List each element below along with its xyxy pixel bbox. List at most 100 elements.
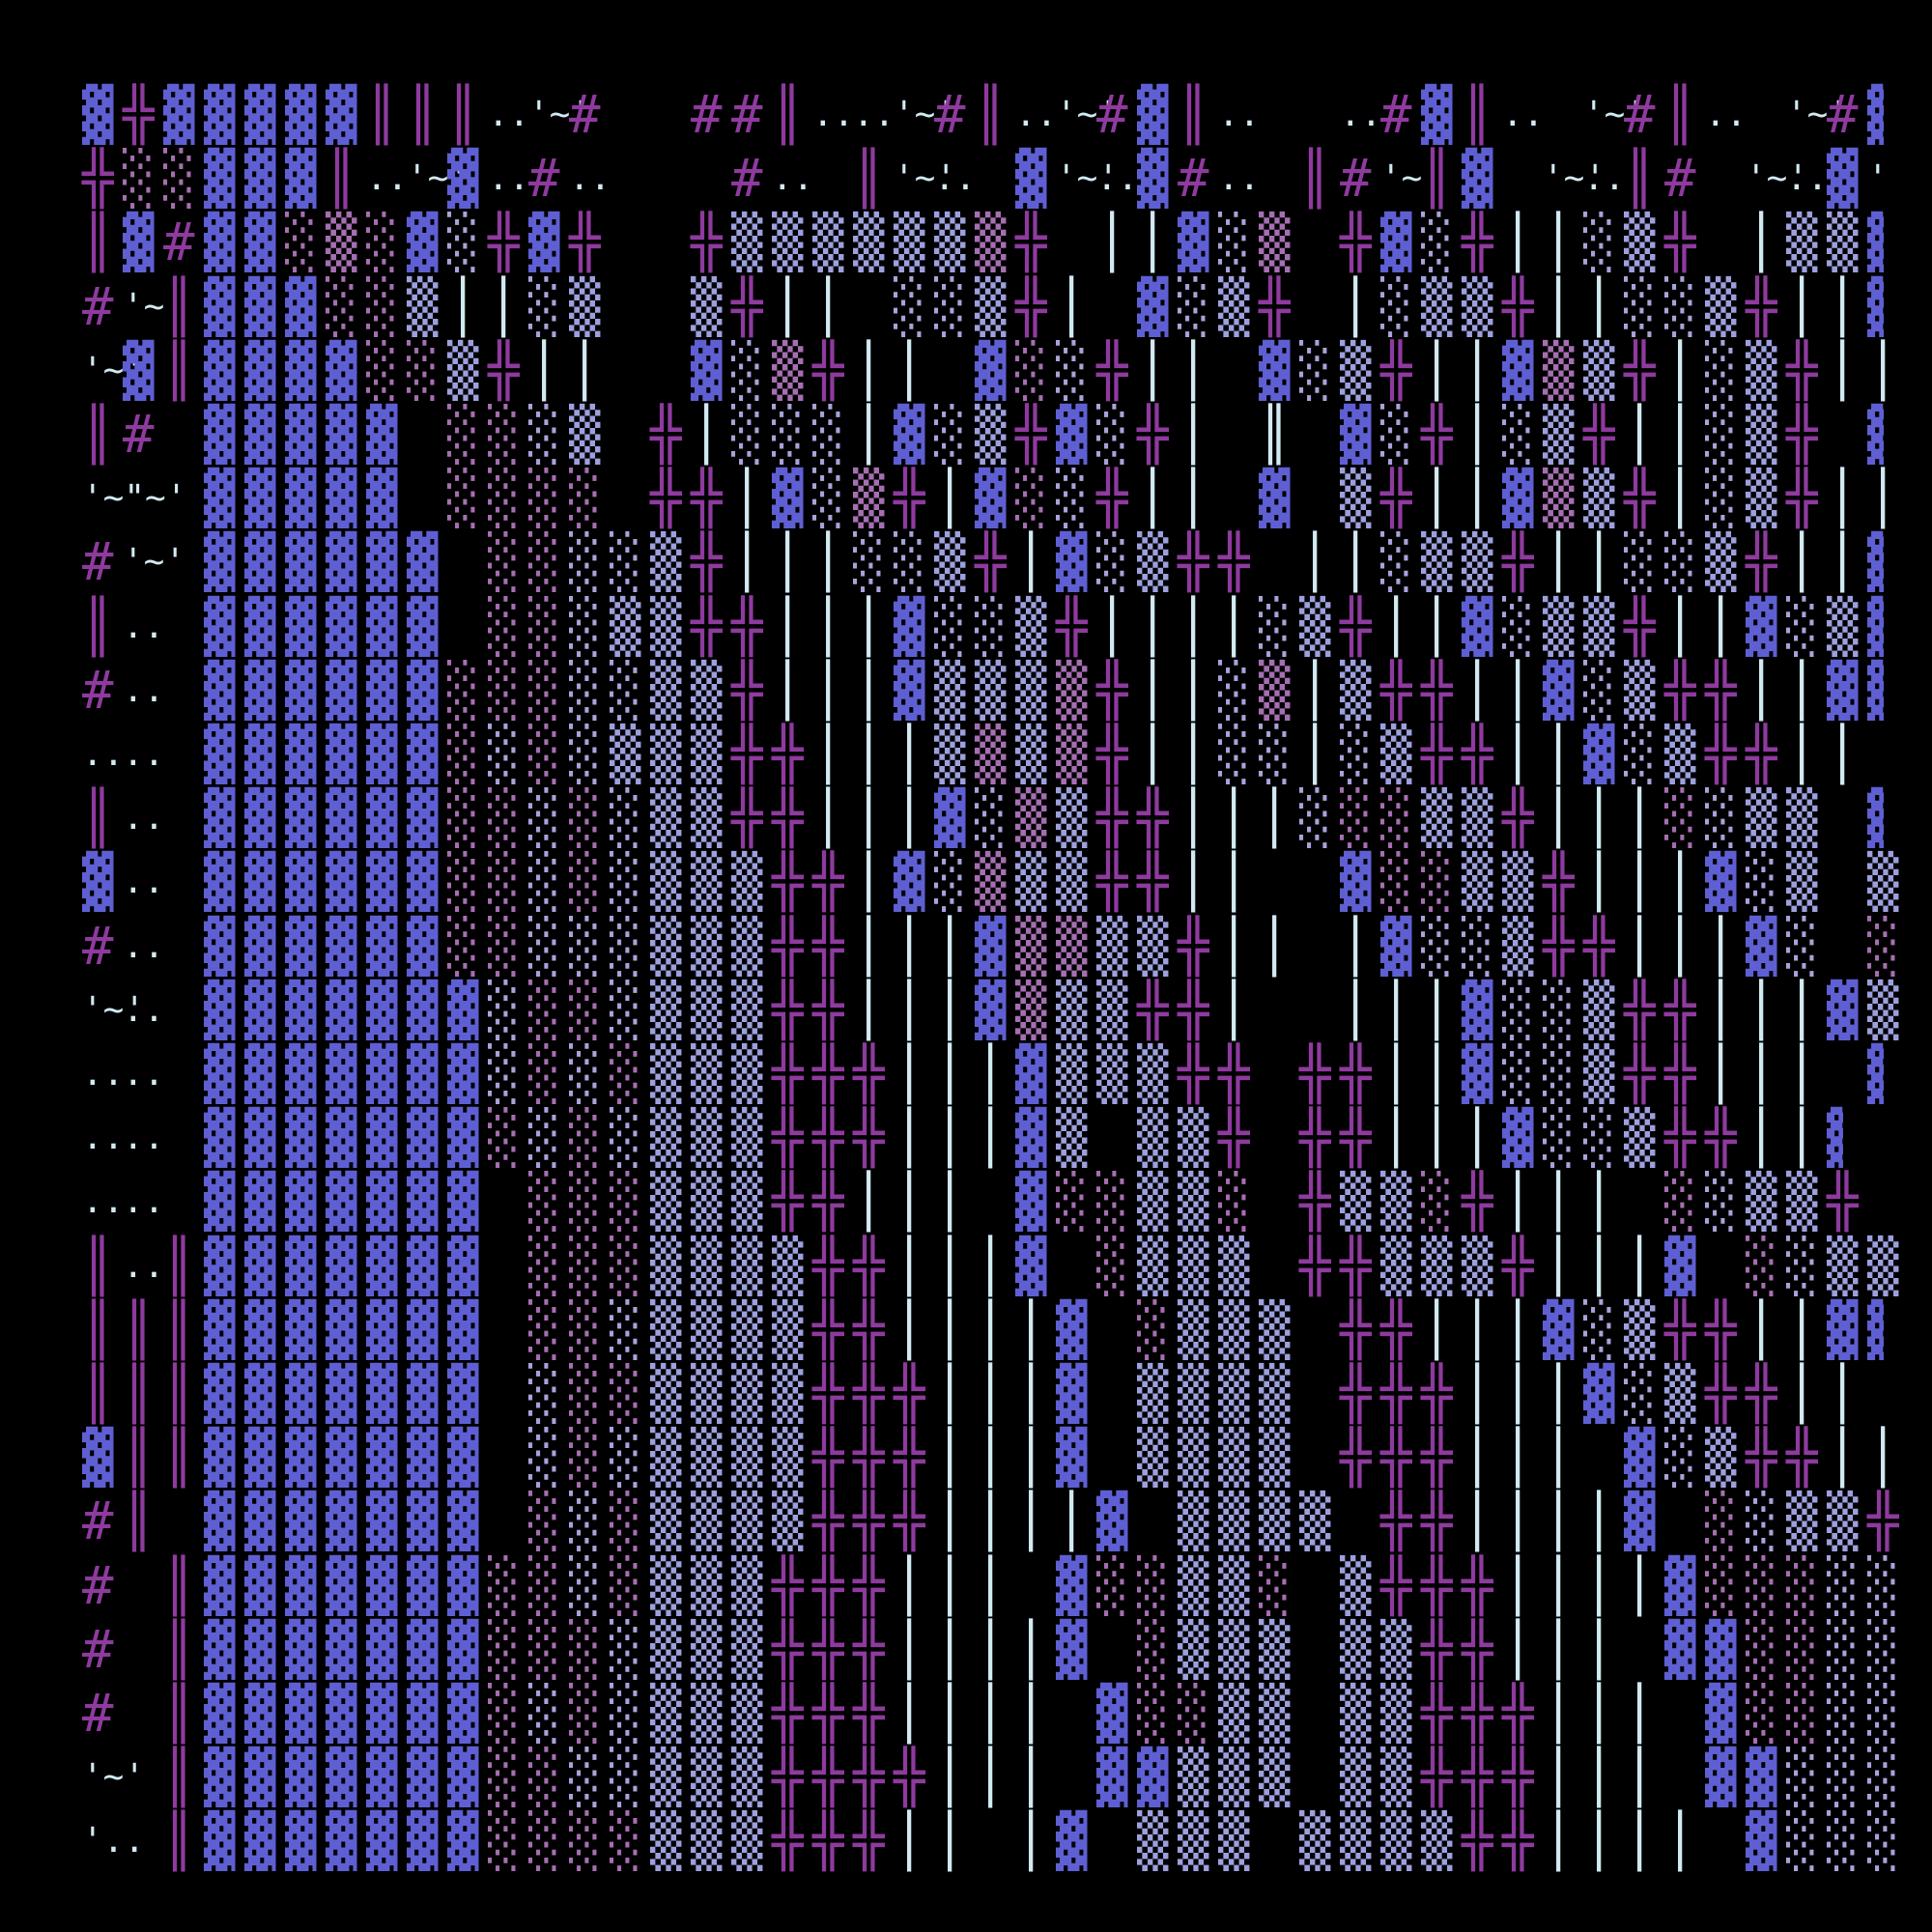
art-glyph-░: ░ (1543, 979, 1575, 1040)
art-glyph-│: │ (934, 1235, 966, 1296)
art-glyph-▒: ▒ (1137, 915, 1169, 977)
art-glyph-╬: ╬ (772, 1171, 804, 1233)
art-glyph-▓: ▓ (285, 1363, 317, 1424)
art-glyph-║: ║ (163, 1554, 195, 1616)
art-glyph-░: ░ (812, 404, 844, 465)
art-glyph-▒: ▒ (1259, 212, 1291, 273)
art-glyph-▒: ▒ (1218, 1683, 1250, 1744)
art-glyph-░: ░ (1664, 1427, 1696, 1489)
art-glyph-╬: ╬ (1340, 212, 1372, 273)
art-glyph-▓: ▓ (407, 1427, 439, 1489)
art-glyph-░: ░ (1096, 404, 1128, 465)
art-glyph-│: │ (1462, 1363, 1493, 1424)
art-glyph-▓: ▓ (326, 84, 357, 145)
art-glyph-░: ░ (1827, 1618, 1859, 1680)
art-glyph-▓: ▓ (1137, 1747, 1169, 1808)
art-glyph-▓: ▓ (407, 1171, 439, 1233)
art-glyph-▒: ▒ (650, 1298, 682, 1360)
art-glyph-╬: ╬ (1624, 1043, 1656, 1104)
art-glyph-╬: ╬ (1462, 1618, 1493, 1680)
art-glyph-░: ░ (610, 1107, 641, 1169)
art-glyph-▓: ▓ (447, 148, 479, 210)
art-glyph-▓: ▓ (204, 1427, 236, 1489)
art-glyph-▓: ▓ (1056, 531, 1088, 593)
art-glyph-▒: ▒ (731, 1363, 763, 1424)
art-glyph-░: ░ (1259, 1554, 1291, 1616)
art-glyph-╬: ╬ (731, 659, 763, 721)
art-glyph-▓: ▓ (326, 787, 357, 849)
art-glyph-▒: ▒ (731, 212, 763, 273)
art-glyph-▓: ▓ (1746, 595, 1777, 657)
art-glyph-╬: ╬ (1421, 1683, 1453, 1744)
art-glyph-▓: ▓ (447, 1618, 479, 1680)
art-glyph-░: ░ (1786, 1618, 1818, 1680)
art-glyph-╬: ╬ (853, 1427, 885, 1489)
art-glyph-▓: ▓ (1259, 339, 1291, 401)
art-glyph-▒: ▒ (1218, 1747, 1250, 1808)
art-glyph-▒: ▒ (569, 404, 601, 465)
art-glyph-..: .. (123, 1054, 165, 1094)
art-glyph-▒: ▒ (1178, 1747, 1209, 1808)
art-glyph-│: │ (1015, 1363, 1047, 1424)
art-glyph-▓: ▓ (244, 659, 276, 721)
art-glyph-║: ║ (163, 1235, 195, 1296)
art-glyph-hash: # (1664, 148, 1696, 210)
art-glyph-▓: ▓ (1867, 659, 1884, 721)
art-glyph-▓: ▓ (528, 212, 560, 273)
art-glyph-│: │ (1583, 1747, 1615, 1808)
art-glyph-..: .. (123, 669, 165, 710)
art-glyph-╬: ╬ (1502, 275, 1534, 337)
art-glyph-▓: ▓ (407, 595, 439, 657)
art-glyph-░: ░ (1096, 1235, 1128, 1296)
art-glyph-▒: ▒ (1178, 1810, 1209, 1872)
art-glyph-░: ░ (1786, 1683, 1818, 1744)
art-glyph-▒: ▒ (1543, 404, 1575, 465)
art-glyph-..: .. (1583, 158, 1626, 199)
art-glyph-╬: ╬ (1380, 468, 1412, 529)
art-glyph-╬: ╬ (772, 724, 804, 784)
art-glyph-░: ░ (1867, 1554, 1899, 1616)
art-glyph-░: ░ (1380, 275, 1412, 337)
art-glyph-░: ░ (528, 1747, 560, 1808)
art-glyph-▓: ▓ (1705, 1618, 1737, 1680)
art-glyph-▒: ▒ (1218, 275, 1250, 337)
art-glyph-║: ║ (1462, 84, 1493, 145)
art-glyph-▓: ▓ (204, 468, 236, 529)
art-glyph-..: .. (934, 158, 977, 199)
art-glyph-░: ░ (1827, 1810, 1859, 1872)
art-glyph-╬: ╬ (1015, 212, 1047, 273)
art-glyph-║: ║ (82, 404, 114, 465)
art-glyph-▓: ▓ (934, 787, 966, 849)
art-glyph-│: │ (1178, 468, 1209, 529)
art-glyph-╬: ╬ (1340, 1235, 1372, 1296)
art-glyph-│: │ (1583, 1618, 1615, 1680)
art-glyph-│: │ (1746, 1043, 1777, 1104)
art-glyph-░: ░ (488, 787, 520, 849)
art-glyph-╬: ╬ (1056, 595, 1088, 657)
art-glyph-▒: ▒ (1015, 915, 1047, 977)
art-glyph-▓: ▓ (204, 1171, 236, 1233)
art-glyph-▒: ▒ (772, 1235, 804, 1296)
art-glyph-░: ░ (528, 1683, 560, 1744)
art-glyph-╬: ╬ (894, 468, 925, 529)
art-glyph-▓: ▓ (1746, 1747, 1777, 1808)
art-glyph-▓: ▓ (1867, 1298, 1884, 1360)
art-glyph-▓: ▓ (204, 851, 236, 913)
art-glyph-╬: ╬ (1867, 1491, 1899, 1552)
art-glyph-▓: ▓ (1056, 1427, 1088, 1489)
art-glyph-│: │ (1624, 915, 1656, 977)
art-glyph-░: ░ (1178, 275, 1209, 337)
art-glyph-▒: ▒ (731, 1683, 763, 1744)
art-glyph-▓: ▓ (204, 1554, 236, 1616)
art-glyph-▒: ▒ (1543, 339, 1575, 401)
art-glyph-│: │ (1137, 212, 1169, 273)
art-glyph-..: .. (123, 798, 165, 838)
art-glyph-║: ║ (853, 148, 885, 210)
art-glyph-╬: ╬ (772, 1747, 804, 1808)
art-glyph-░: ░ (366, 275, 398, 337)
art-glyph-▒: ▒ (1178, 1363, 1209, 1424)
art-glyph-▓: ▓ (285, 1235, 317, 1296)
art-glyph-░: ░ (1705, 339, 1737, 401)
art-glyph-│: │ (1705, 915, 1737, 977)
art-glyph-'~': '~' (1786, 95, 1850, 134)
